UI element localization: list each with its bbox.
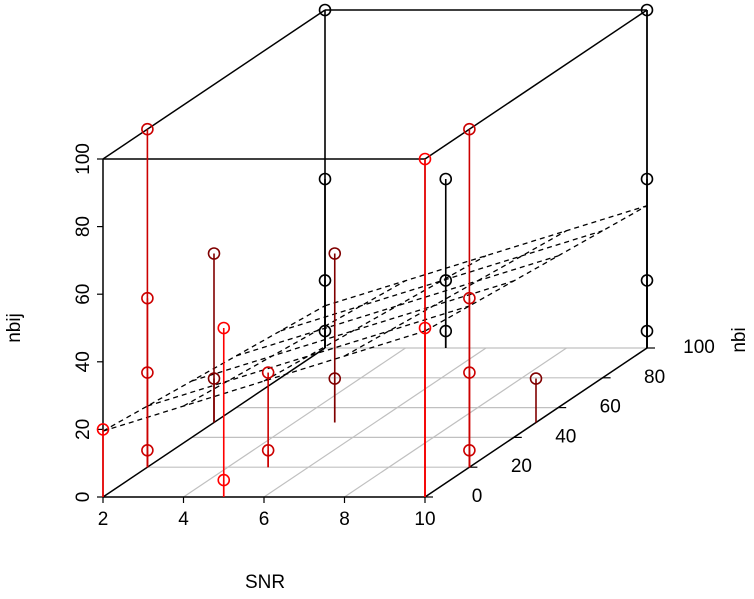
point xyxy=(318,172,332,186)
point xyxy=(141,291,154,305)
plane-line xyxy=(324,205,648,307)
plane-line xyxy=(236,255,559,357)
x-tick-label: 6 xyxy=(259,509,270,530)
plane-line xyxy=(102,330,426,432)
point xyxy=(463,443,476,457)
y-axis-title: nbi xyxy=(729,327,750,352)
point xyxy=(640,324,654,338)
y-tick-label: 0 xyxy=(472,486,483,507)
y-tick-label: 40 xyxy=(555,426,576,447)
point xyxy=(418,321,432,335)
x-tick-label: 2 xyxy=(98,509,109,530)
x-axis-title: SNR xyxy=(245,572,285,593)
point xyxy=(640,172,654,186)
floor-grid-line xyxy=(183,347,406,498)
point xyxy=(207,372,221,385)
point xyxy=(328,372,342,385)
point xyxy=(328,247,342,260)
point xyxy=(463,291,476,305)
box-edge xyxy=(102,9,326,160)
floor-grid-line xyxy=(263,347,487,498)
point xyxy=(261,443,275,457)
z-tick-label: 100 xyxy=(73,143,94,175)
plane-line xyxy=(183,280,406,407)
x-tick-label: 10 xyxy=(414,509,435,530)
y-tick-label: 60 xyxy=(600,397,621,418)
point xyxy=(418,152,432,166)
point xyxy=(318,274,332,287)
y-tick-label: 100 xyxy=(683,337,715,358)
point xyxy=(439,172,453,186)
box-edge xyxy=(424,9,648,160)
z-tick-label: 20 xyxy=(73,419,94,440)
point xyxy=(217,473,231,487)
point xyxy=(439,324,453,338)
plane-line xyxy=(424,205,648,332)
z-tick-label: 80 xyxy=(73,216,94,237)
z-tick-label: 60 xyxy=(73,284,94,305)
plane-line xyxy=(191,280,514,382)
point xyxy=(207,247,221,260)
point xyxy=(640,3,654,17)
plane-line xyxy=(263,255,487,382)
z-tick-label: 0 xyxy=(73,492,94,503)
point xyxy=(261,366,275,379)
plane-line xyxy=(147,305,470,407)
point xyxy=(318,324,332,338)
z-tick-label: 40 xyxy=(73,351,94,372)
point xyxy=(640,274,654,287)
z-axis-title: nbij xyxy=(4,313,25,343)
point xyxy=(141,366,154,379)
point xyxy=(318,3,332,17)
y-tick-label: 20 xyxy=(511,456,532,477)
point xyxy=(439,274,453,287)
y-tick-label: 80 xyxy=(644,367,665,388)
point xyxy=(463,366,476,379)
point xyxy=(529,372,543,385)
point xyxy=(463,122,476,136)
plane-line xyxy=(344,230,567,357)
point xyxy=(96,423,110,436)
floor-grid-line xyxy=(344,347,567,498)
plane-line xyxy=(280,230,603,332)
x-tick-label: 4 xyxy=(178,509,189,530)
point xyxy=(217,321,231,335)
point xyxy=(141,443,154,457)
x-tick-label: 8 xyxy=(339,509,350,530)
point xyxy=(141,122,154,136)
